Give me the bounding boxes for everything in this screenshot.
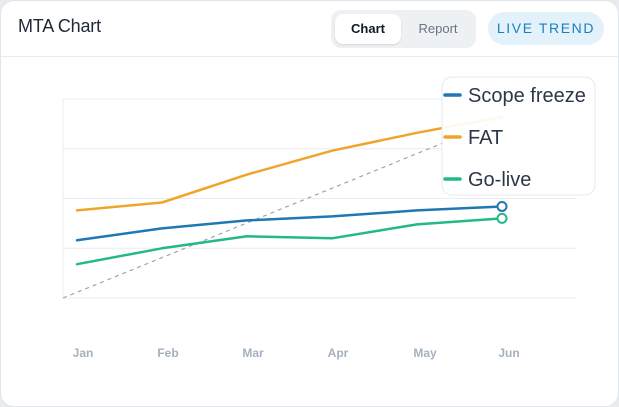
trend-line	[62, 118, 503, 299]
x-tick-label: May	[413, 346, 437, 360]
legend-label: FAT	[468, 127, 503, 149]
x-tick-label: Feb	[157, 346, 178, 360]
x-tick-label: Jun	[498, 346, 519, 360]
live-trend-badge[interactable]: LIVE TREND	[488, 12, 604, 45]
series-line-go-live	[75, 217, 504, 266]
legend-box	[441, 76, 596, 196]
line-chart: Jan Feb Mar Apr May Jun Scope freeze FAT Go-live	[62, 76, 596, 360]
card-header: MTA Chart Chart Report LIVE TREND	[1, 1, 618, 57]
series-line-fat	[75, 115, 504, 212]
x-tick-label: Mar	[242, 346, 264, 360]
tab-report[interactable]: Report	[418, 21, 458, 36]
legend-label: Go-live	[468, 169, 531, 191]
chart-area: Jan Feb Mar Apr May Jun Scope freeze FAT Go-live	[1, 57, 618, 406]
series-line-scope-freeze	[75, 205, 504, 242]
x-tick-label: Jan	[73, 346, 94, 360]
legend-label: Scope freeze	[468, 85, 586, 107]
series-end-point-go-live	[496, 212, 508, 224]
page-title: MTA Chart	[18, 16, 101, 36]
x-tick-label: Apr	[328, 346, 349, 360]
series-end-point-scope-freeze	[496, 200, 508, 212]
view-toggle: Chart Report	[331, 10, 476, 48]
tab-chart[interactable]: Chart	[335, 14, 401, 44]
